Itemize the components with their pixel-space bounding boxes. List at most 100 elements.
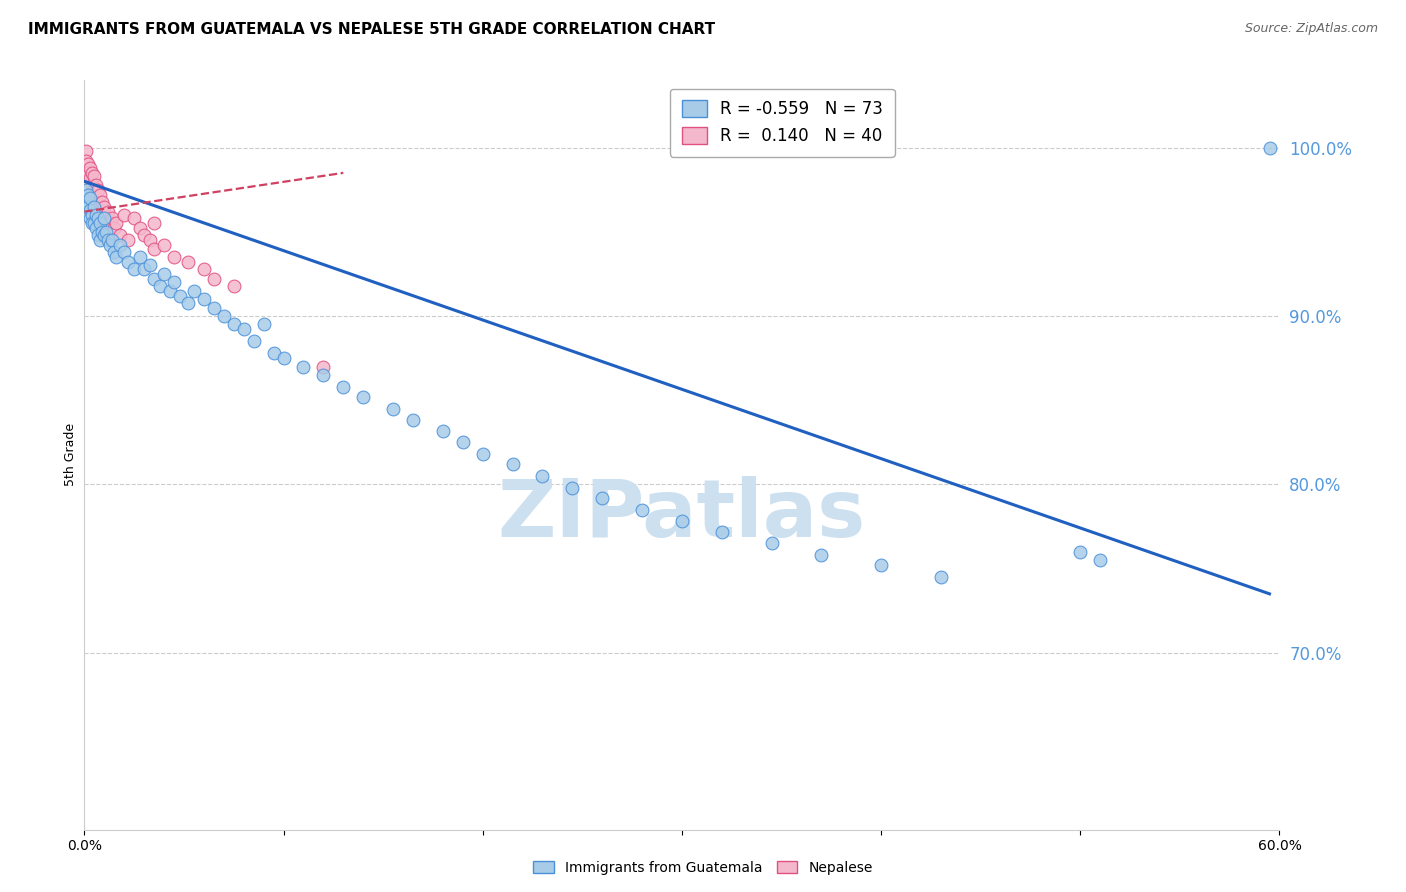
Point — [75, 194, 97, 209]
Point — [79, 161, 101, 175]
Point — [83, 200, 105, 214]
Point — [96, 211, 118, 226]
Point — [86, 221, 108, 235]
Point — [129, 250, 152, 264]
Point — [96, 225, 118, 239]
Point — [352, 390, 374, 404]
Point — [77, 157, 100, 171]
Point — [432, 424, 454, 438]
Point — [98, 238, 121, 252]
Point — [82, 216, 104, 230]
Point — [105, 250, 128, 264]
Point — [1090, 553, 1112, 567]
Point — [631, 502, 654, 516]
Point — [101, 233, 124, 247]
Point — [79, 170, 101, 185]
Point — [232, 322, 254, 336]
Point — [105, 216, 128, 230]
Point — [1258, 141, 1281, 155]
Point — [75, 144, 97, 158]
Point — [292, 359, 315, 374]
Point — [97, 204, 120, 219]
Point — [89, 233, 111, 247]
Point — [132, 228, 156, 243]
Point — [929, 570, 952, 584]
Point — [79, 202, 101, 217]
Point — [89, 216, 111, 230]
Point — [82, 208, 104, 222]
Point — [143, 242, 166, 256]
Point — [163, 250, 186, 264]
Point — [332, 380, 354, 394]
Point — [93, 228, 115, 243]
Point — [98, 216, 121, 230]
Point — [202, 301, 225, 315]
Y-axis label: 5th Grade: 5th Grade — [65, 424, 77, 486]
Point — [83, 183, 105, 197]
Point — [242, 334, 264, 349]
Point — [75, 154, 97, 169]
Text: ZIPatlas: ZIPatlas — [498, 475, 866, 554]
Point — [222, 278, 245, 293]
Point — [202, 272, 225, 286]
Point — [870, 558, 893, 573]
Point — [91, 194, 114, 209]
Text: Source: ZipAtlas.com: Source: ZipAtlas.com — [1244, 22, 1378, 36]
Point — [273, 351, 295, 365]
Point — [122, 261, 145, 276]
Point — [83, 169, 105, 184]
Point — [77, 187, 100, 202]
Point — [103, 245, 125, 260]
Legend: R = -0.559   N = 73, R =  0.140   N = 40: R = -0.559 N = 73, R = 0.140 N = 40 — [671, 88, 894, 157]
Legend: Immigrants from Guatemala, Nepalese: Immigrants from Guatemala, Nepalese — [527, 855, 879, 880]
Point — [117, 233, 139, 247]
Point — [132, 261, 156, 276]
Point — [153, 238, 176, 252]
Point — [312, 359, 335, 374]
Point — [671, 515, 693, 529]
Point — [502, 457, 524, 471]
Point — [83, 216, 105, 230]
Point — [86, 191, 108, 205]
Point — [112, 208, 135, 222]
Point — [222, 318, 245, 332]
Point — [710, 524, 733, 539]
Point — [159, 284, 181, 298]
Point — [129, 221, 152, 235]
Point — [177, 255, 200, 269]
Point — [112, 245, 135, 260]
Point — [89, 208, 111, 222]
Point — [86, 178, 108, 192]
Point — [177, 295, 200, 310]
Point — [402, 413, 425, 427]
Point — [82, 166, 104, 180]
Point — [110, 228, 132, 243]
Point — [451, 435, 474, 450]
Point — [149, 278, 172, 293]
Point — [77, 166, 100, 180]
Point — [193, 261, 215, 276]
Point — [193, 292, 215, 306]
Point — [212, 309, 235, 323]
Point — [810, 548, 832, 562]
Point — [103, 221, 125, 235]
Point — [93, 211, 115, 226]
Point — [143, 216, 166, 230]
Point — [93, 200, 115, 214]
Point — [75, 183, 97, 197]
Point — [163, 276, 186, 290]
Point — [382, 401, 405, 416]
Point — [79, 211, 101, 226]
Point — [169, 289, 191, 303]
Point — [253, 318, 276, 332]
Point — [97, 233, 120, 247]
Point — [89, 187, 111, 202]
Point — [153, 267, 176, 281]
Point — [139, 233, 162, 247]
Point — [471, 447, 494, 461]
Point — [143, 272, 166, 286]
Point — [110, 238, 132, 252]
Text: IMMIGRANTS FROM GUATEMALA VS NEPALESE 5TH GRADE CORRELATION CHART: IMMIGRANTS FROM GUATEMALA VS NEPALESE 5T… — [28, 22, 716, 37]
Point — [87, 228, 110, 243]
Point — [591, 491, 613, 505]
